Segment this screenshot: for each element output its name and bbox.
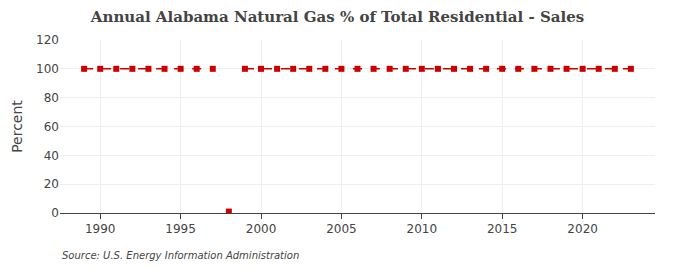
svg-text:Annual Alabama Natural Gas % o: Annual Alabama Natural Gas % of Total Re… bbox=[90, 8, 584, 26]
svg-text:2005: 2005 bbox=[326, 222, 357, 236]
svg-text:Source: U.S. Energy Informatio: Source: U.S. Energy Information Administ… bbox=[62, 250, 299, 261]
svg-text:2000: 2000 bbox=[246, 222, 277, 236]
svg-text:2015: 2015 bbox=[487, 222, 518, 236]
svg-text:80: 80 bbox=[44, 91, 59, 105]
svg-text:1995: 1995 bbox=[165, 222, 196, 236]
svg-text:1990: 1990 bbox=[85, 222, 116, 236]
svg-text:40: 40 bbox=[44, 149, 59, 163]
svg-text:60: 60 bbox=[44, 120, 59, 134]
svg-text:Percent: Percent bbox=[9, 100, 25, 153]
svg-text:2020: 2020 bbox=[567, 222, 598, 236]
svg-text:0: 0 bbox=[51, 206, 59, 220]
svg-text:20: 20 bbox=[44, 177, 59, 191]
svg-text:2010: 2010 bbox=[407, 222, 438, 236]
svg-text:120: 120 bbox=[36, 33, 59, 47]
svg-text:100: 100 bbox=[36, 62, 59, 76]
